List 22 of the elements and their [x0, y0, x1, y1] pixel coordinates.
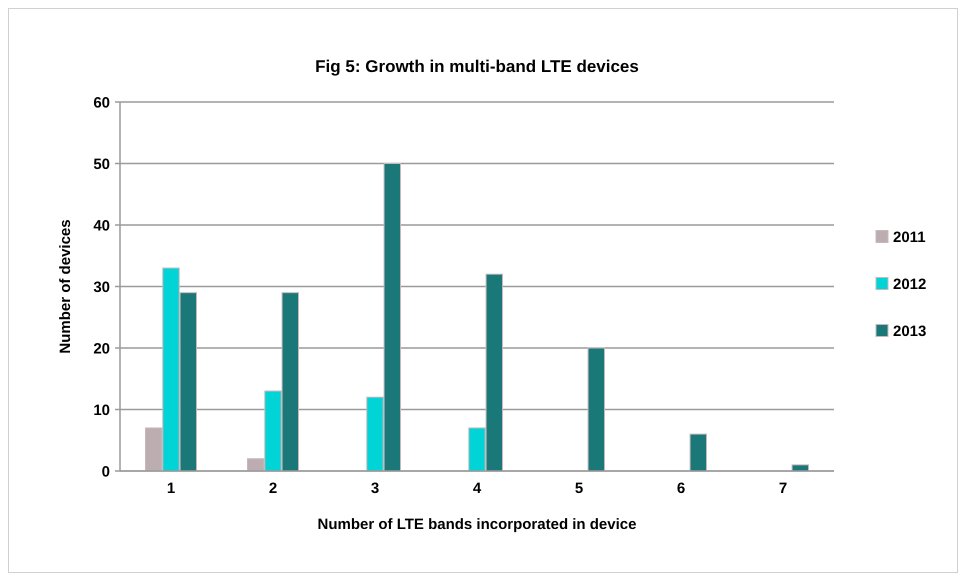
x-tick-label: 3: [370, 480, 380, 497]
bar: [588, 348, 605, 472]
y-tick-label: 60: [93, 94, 110, 112]
chart-title: Fig 5: Growth in multi-band LTE devices: [315, 57, 639, 76]
legend-label: 2013: [893, 322, 926, 340]
x-tick-label: 5: [574, 480, 584, 497]
x-tick-label: 2: [268, 480, 278, 497]
y-tick-label: 0: [102, 463, 110, 480]
x-tick-label: 6: [676, 480, 686, 497]
legend-label: 2011: [893, 228, 926, 246]
y-tick-label: 10: [93, 402, 110, 419]
x-tick-label: 7: [778, 480, 788, 497]
y-tick-label: 40: [93, 217, 110, 234]
y-tick-label: 20: [93, 340, 110, 358]
x-tick-label: 1: [166, 480, 176, 497]
legend-label: 2012: [893, 276, 926, 293]
y-tick-label: 50: [93, 156, 110, 173]
x-axis-title: Number of LTE bands incorporated in device: [318, 516, 636, 533]
x-tick-label: 4: [472, 480, 482, 497]
y-tick-label: 30: [93, 278, 110, 296]
y-axis-title: Number of devices: [57, 219, 74, 354]
bar: [690, 434, 707, 472]
